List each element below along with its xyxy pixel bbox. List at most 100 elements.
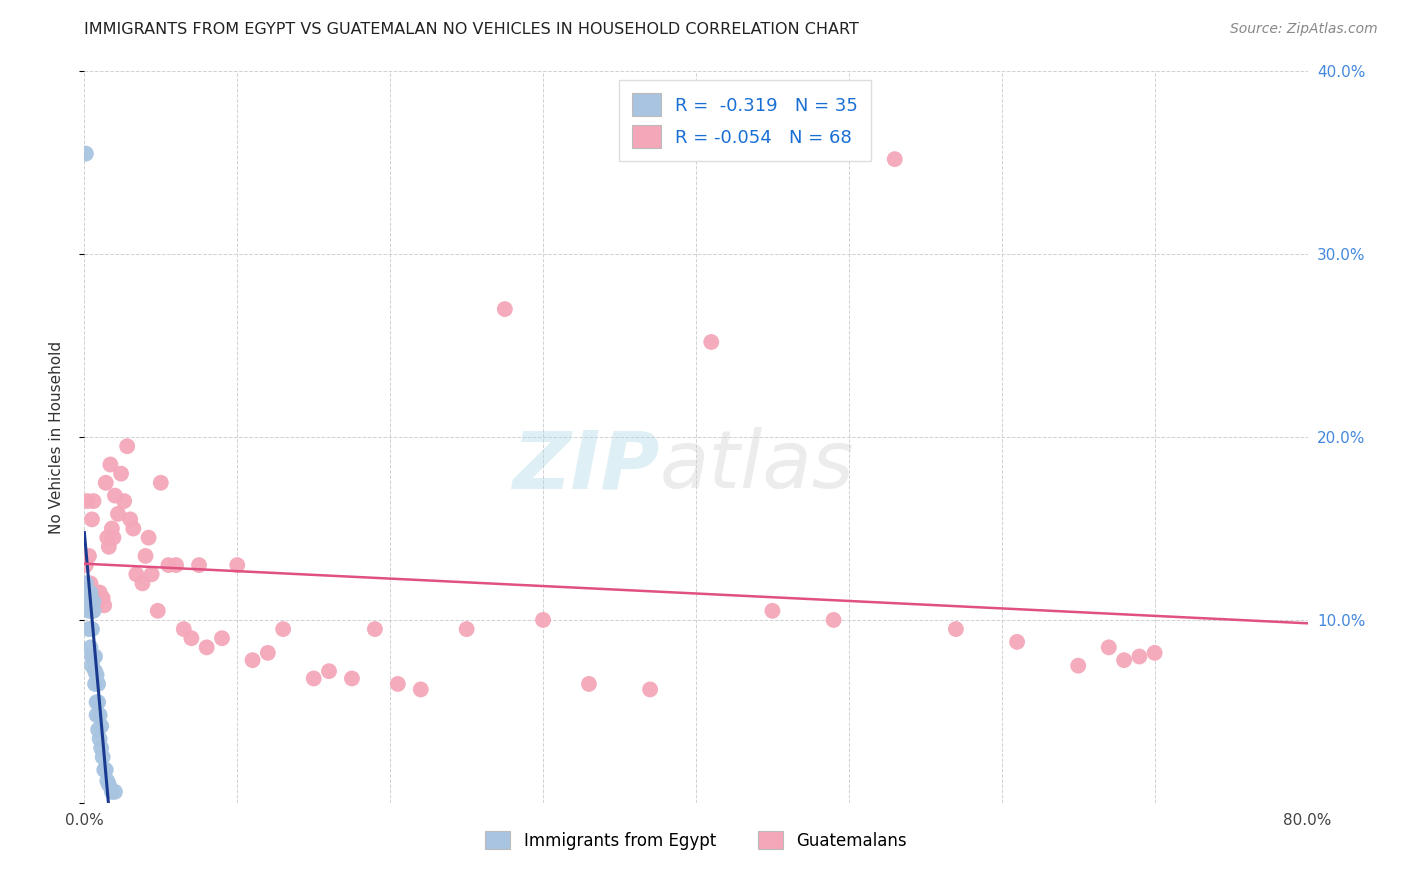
Point [531, 613, 554, 627]
Point [195, 640, 218, 655]
Point [141, 567, 163, 582]
Point [364, 622, 387, 636]
Text: Source: ZipAtlas.com: Source: ZipAtlas.com [1230, 22, 1378, 37]
Point [101, 785, 124, 799]
Point [302, 672, 325, 686]
Text: atlas: atlas [659, 427, 853, 506]
Point [93, 763, 115, 777]
Point [271, 622, 294, 636]
Point [578, 677, 600, 691]
Point [409, 682, 432, 697]
Point [700, 334, 723, 349]
Text: ZIP: ZIP [512, 427, 659, 506]
Point [91, 591, 114, 605]
Point [76, 585, 98, 599]
Point [87, 723, 110, 737]
Point [104, 489, 127, 503]
Point [80, 604, 103, 618]
Point [340, 672, 363, 686]
Point [173, 622, 195, 636]
Point [494, 301, 516, 317]
Point [456, 622, 478, 636]
Point [83, 594, 105, 608]
Text: IMMIGRANTS FROM EGYPT VS GUATEMALAN NO VEHICLES IN HOUSEHOLD CORRELATION CHART: IMMIGRANTS FROM EGYPT VS GUATEMALAN NO V… [84, 22, 859, 37]
Point [98, 458, 121, 472]
Point [93, 599, 115, 613]
Point [83, 594, 105, 608]
Point [107, 507, 129, 521]
Point [120, 512, 142, 526]
Point [86, 585, 108, 599]
Point [91, 750, 114, 764]
Point [138, 531, 160, 545]
Point [165, 558, 187, 573]
Point [823, 613, 845, 627]
Point [86, 708, 108, 723]
Point [180, 632, 202, 646]
Point [104, 785, 127, 799]
Point [112, 494, 135, 508]
Point [146, 604, 169, 618]
Point [89, 585, 111, 599]
Point [96, 773, 118, 788]
Point [79, 585, 101, 599]
Point [638, 682, 661, 697]
Point [188, 558, 211, 573]
Point [97, 778, 120, 792]
Point [80, 658, 103, 673]
Point [131, 576, 153, 591]
Point [149, 475, 172, 490]
Point [86, 667, 108, 681]
Point [87, 677, 110, 691]
Legend: Immigrants from Egypt, Guatemalans: Immigrants from Egypt, Guatemalans [478, 824, 914, 856]
Point [77, 549, 100, 563]
Point [77, 594, 100, 608]
Point [75, 558, 97, 573]
Point [945, 622, 967, 636]
Point [157, 558, 180, 573]
Point [97, 540, 120, 554]
Point [1067, 658, 1090, 673]
Point [90, 719, 112, 733]
Point [1128, 649, 1150, 664]
Point [94, 763, 117, 777]
Point [387, 677, 409, 691]
Point [115, 439, 138, 453]
Point [135, 549, 157, 563]
Point [76, 494, 98, 508]
Y-axis label: No Vehicles in Household: No Vehicles in Household [49, 341, 63, 533]
Point [242, 653, 264, 667]
Point [87, 695, 110, 709]
Point [75, 146, 97, 161]
Point [96, 531, 118, 545]
Point [75, 576, 97, 591]
Point [125, 567, 148, 582]
Point [257, 646, 280, 660]
Point [94, 475, 117, 490]
Point [110, 467, 132, 481]
Point [84, 599, 107, 613]
Point [80, 512, 103, 526]
Point [87, 594, 110, 608]
Point [1114, 653, 1136, 667]
Point [883, 152, 905, 166]
Point [90, 591, 112, 605]
Point [89, 708, 111, 723]
Point [89, 731, 111, 746]
Point [83, 494, 105, 508]
Point [1143, 646, 1166, 660]
Point [761, 604, 783, 618]
Point [79, 640, 101, 655]
Point [80, 622, 103, 636]
Point [84, 677, 107, 691]
Point [1098, 640, 1121, 655]
Point [318, 664, 340, 678]
Point [84, 664, 107, 678]
Point [211, 632, 233, 646]
Point [122, 521, 145, 535]
Point [79, 576, 101, 591]
Point [83, 604, 105, 618]
Point [86, 695, 108, 709]
Point [1005, 635, 1028, 649]
Point [77, 622, 100, 636]
